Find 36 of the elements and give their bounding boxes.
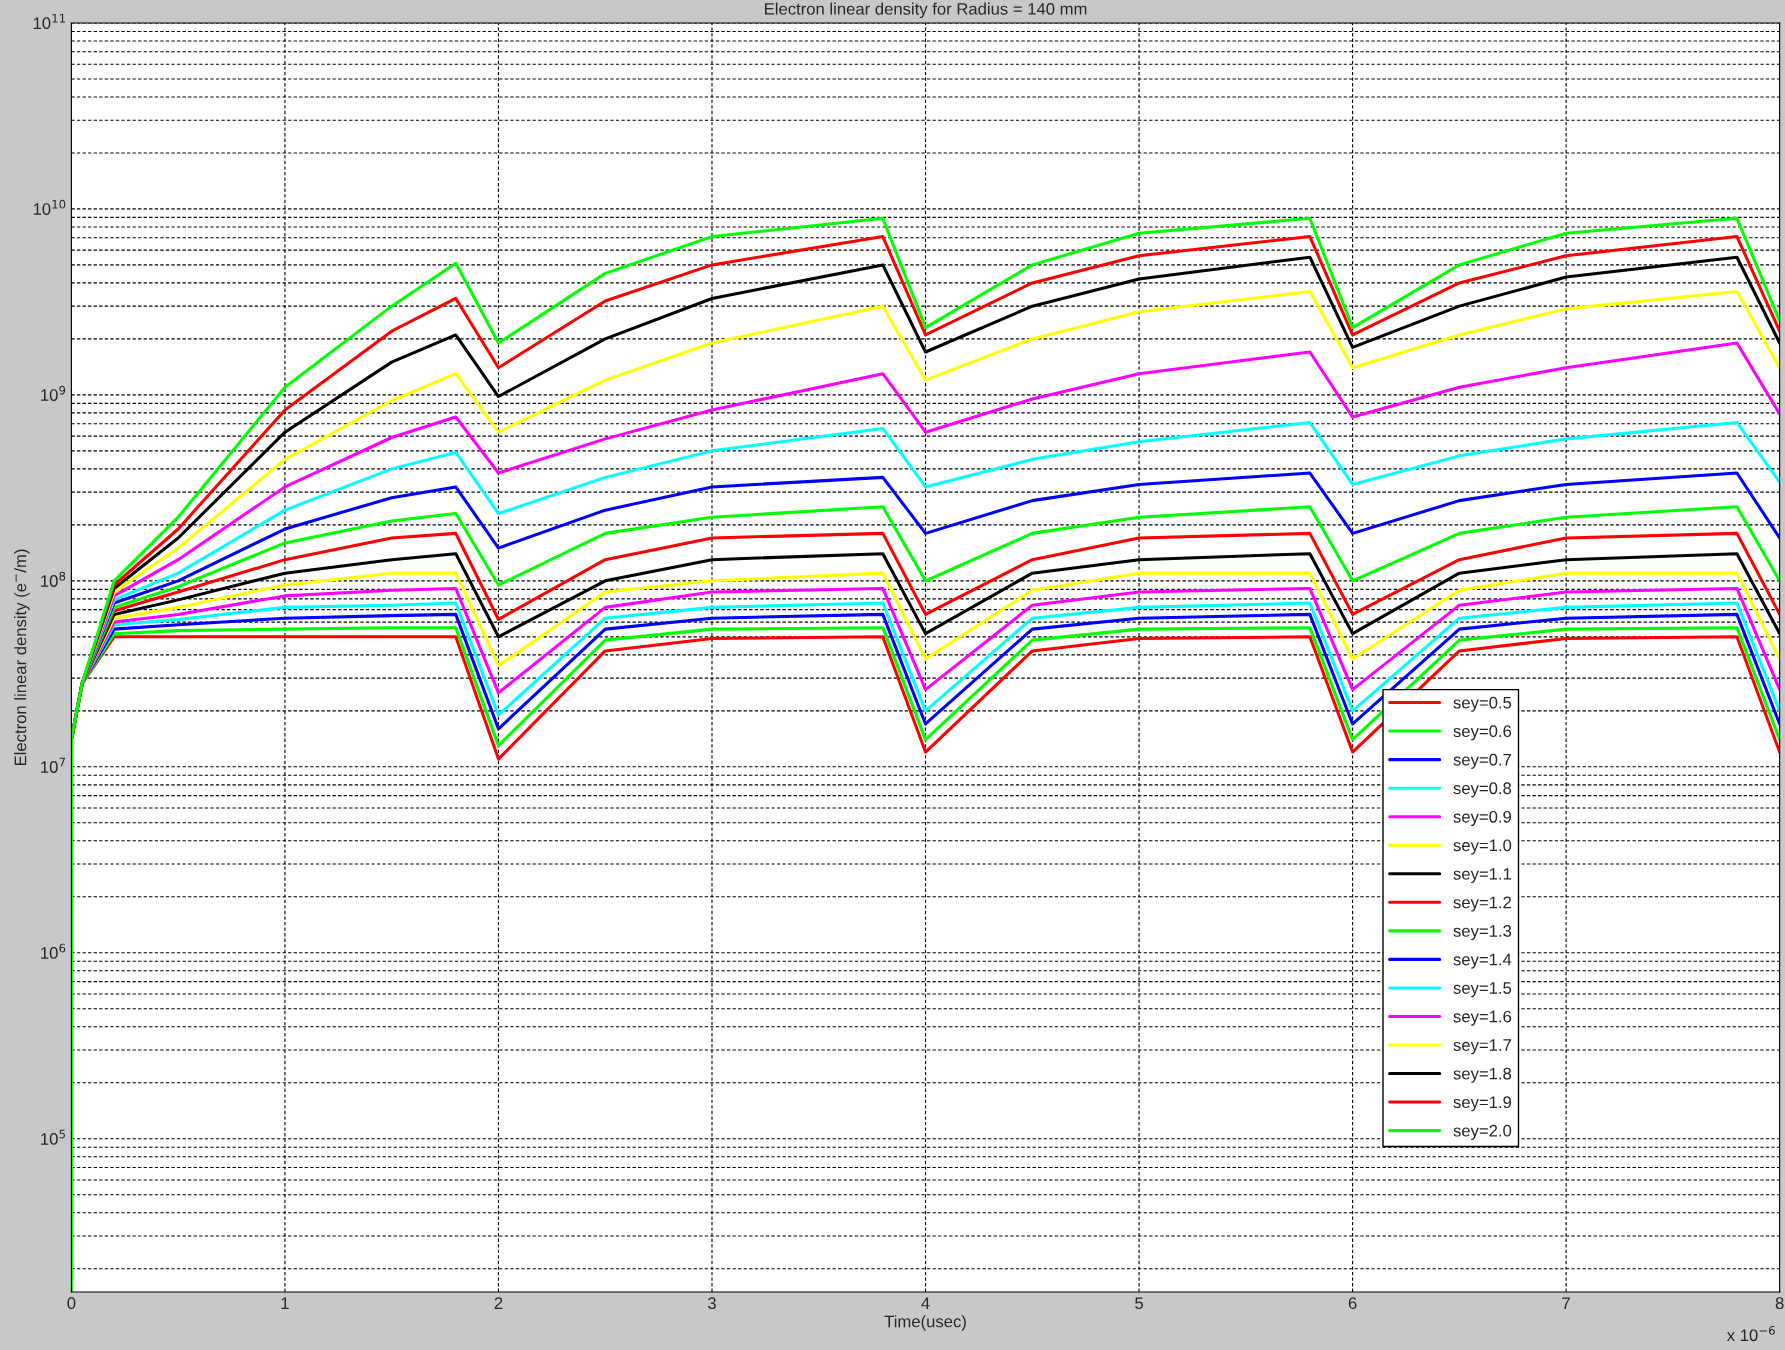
legend-label: sey=1.2: [1453, 896, 1511, 912]
y-tick-label: 10$^{10}$: [33, 199, 66, 215]
legend-label: sey=1.8: [1453, 1067, 1512, 1083]
legend-label: sey=1.6: [1453, 1010, 1512, 1026]
y-tick-label: 10$^{6}$: [41, 943, 66, 959]
legend-label: sey=1.4: [1453, 953, 1512, 969]
y-tick-label: 10$^{11}$: [33, 13, 66, 30]
x-axis-title: Time(usec): [884, 1315, 966, 1331]
chart-title: Electron linear density for Radius = 140 mm: [765, 2, 1087, 19]
legend-label: sey=1.7: [1453, 1039, 1511, 1055]
y-tick-label: 10$^{8}$: [41, 571, 66, 587]
x-tick-label: 5: [1135, 1297, 1143, 1310]
x-tick-label: 0: [67, 1297, 76, 1310]
x-tick-label: 2: [494, 1297, 503, 1309]
legend-label: sey=1.3: [1453, 925, 1512, 941]
legend-label: sey=0.5: [1453, 696, 1512, 712]
x-tick-label: 8: [1775, 1297, 1784, 1310]
y-tick-label: 10$^{7}$: [41, 757, 65, 773]
legend-label: sey=0.7: [1453, 753, 1511, 769]
legend-label: sey=0.6: [1453, 725, 1512, 741]
legend-label: sey=0.9: [1453, 810, 1512, 826]
x-tick-label: 6: [1348, 1297, 1357, 1310]
legend-label: sey=2.0: [1453, 1124, 1512, 1140]
y-axis-title: Electron linear density (e$^{−}$/m): [14, 549, 30, 766]
legend-label: sey=1.9: [1453, 1096, 1512, 1112]
legend-label: sey=1.0: [1453, 839, 1512, 855]
legend-label: sey=1.1: [1453, 868, 1512, 884]
legend-label: sey=0.8: [1453, 782, 1512, 798]
legend-label: sey=1.5: [1453, 982, 1512, 998]
y-tick-label: 10$^{9}$: [41, 385, 66, 401]
y-tick-label: 10$^{5}$: [41, 1129, 65, 1145]
x-tick-label: 7: [1562, 1297, 1570, 1309]
text: x 10$^{−6}$: [1726, 1325, 1775, 1342]
x-tick-label: 4: [921, 1297, 930, 1309]
x-tick-label: 1: [281, 1297, 289, 1309]
x-tick-label: 3: [707, 1297, 716, 1310]
